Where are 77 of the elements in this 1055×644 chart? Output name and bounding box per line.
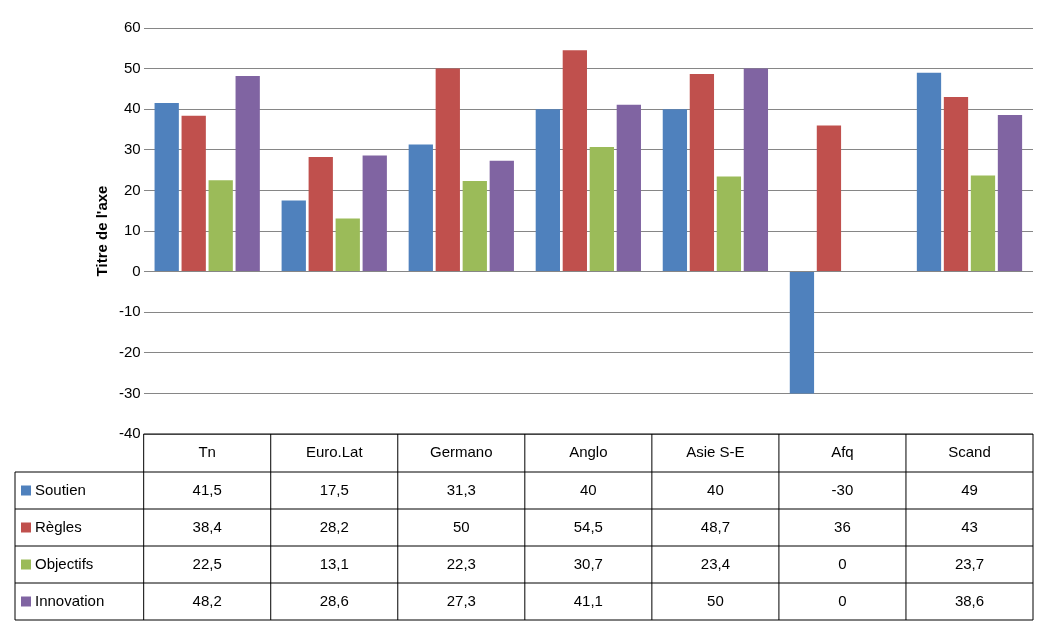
bar <box>435 68 460 272</box>
bar <box>308 157 333 272</box>
bar <box>743 68 769 272</box>
y-tick-label: 0 <box>132 261 141 279</box>
bar <box>943 97 969 272</box>
y-tick-label: 30 <box>123 139 141 157</box>
legend-label: Innovation <box>35 591 105 609</box>
data-label: 36 <box>834 517 851 535</box>
data-label: 23,7 <box>954 554 985 572</box>
data-label: 40 <box>707 480 724 498</box>
bar <box>181 115 206 272</box>
y-tick-label: 10 <box>123 221 141 239</box>
y-tick-label: -30 <box>118 383 141 401</box>
bar <box>916 72 942 272</box>
bar <box>208 180 233 272</box>
bar <box>662 109 688 272</box>
data-label: 48,7 <box>700 517 730 535</box>
bar <box>716 176 742 272</box>
data-label: 38,4 <box>192 517 222 535</box>
data-label: 23,4 <box>700 554 730 572</box>
bar <box>489 160 514 272</box>
bar <box>816 125 842 272</box>
bar <box>970 175 996 272</box>
bar <box>562 50 587 272</box>
data-label: 28,6 <box>319 591 349 609</box>
bar <box>408 144 433 272</box>
data-label: 43 <box>961 517 978 535</box>
x-tick-label: Germano <box>430 443 493 461</box>
data-label: 0 <box>838 554 847 572</box>
bar <box>335 218 360 272</box>
data-label: 41,1 <box>573 591 603 609</box>
data-label: 17,5 <box>319 480 349 498</box>
data-label: 38,6 <box>954 591 985 609</box>
legend-label: Règles <box>35 517 82 535</box>
bar <box>589 146 614 272</box>
y-tick-label: -20 <box>118 342 141 360</box>
data-label: 0 <box>838 591 847 609</box>
x-tick-label: Scand <box>948 443 991 461</box>
x-tick-label: Anglo <box>569 443 608 461</box>
bar <box>997 114 1023 272</box>
data-label: -30 <box>831 480 854 498</box>
y-tick-label: 20 <box>123 180 141 198</box>
data-label: 50 <box>707 591 724 609</box>
data-label: 31,3 <box>446 480 476 498</box>
bar <box>281 200 306 272</box>
legend-label: Objectifs <box>35 554 94 572</box>
data-label: 13,1 <box>319 554 349 572</box>
bar <box>362 155 387 272</box>
data-label: 48,2 <box>192 591 222 609</box>
bar <box>616 104 641 272</box>
data-label: 40 <box>580 480 597 498</box>
y-tick-label: -40 <box>118 424 141 442</box>
y-tick-label: 40 <box>123 99 141 117</box>
x-tick-label: Afq <box>831 443 854 461</box>
y-tick-label: 50 <box>123 58 141 76</box>
bar <box>789 272 815 394</box>
bar <box>535 109 560 272</box>
legend-label: Soutien <box>35 480 86 498</box>
x-tick-label: Tn <box>198 443 216 461</box>
bar <box>235 75 260 272</box>
data-label: 54,5 <box>573 517 603 535</box>
y-axis-title: Titre de l'axe <box>93 185 111 277</box>
x-tick-label: Euro.Lat <box>305 443 364 461</box>
data-label: 50 <box>452 517 470 535</box>
bar <box>462 181 487 272</box>
x-tick-label: Asie S-E <box>686 443 745 461</box>
data-label: 49 <box>961 480 978 498</box>
bar <box>689 73 715 272</box>
y-tick-label: 60 <box>123 18 141 36</box>
data-label: 22,5 <box>192 554 222 572</box>
data-label: 22,3 <box>446 554 476 572</box>
data-label: 27,3 <box>446 591 476 609</box>
data-label: 30,7 <box>573 554 603 572</box>
bar <box>154 103 179 272</box>
data-label: 41,5 <box>192 480 222 498</box>
y-tick-label: -10 <box>118 302 141 320</box>
data-label: 28,2 <box>319 517 349 535</box>
